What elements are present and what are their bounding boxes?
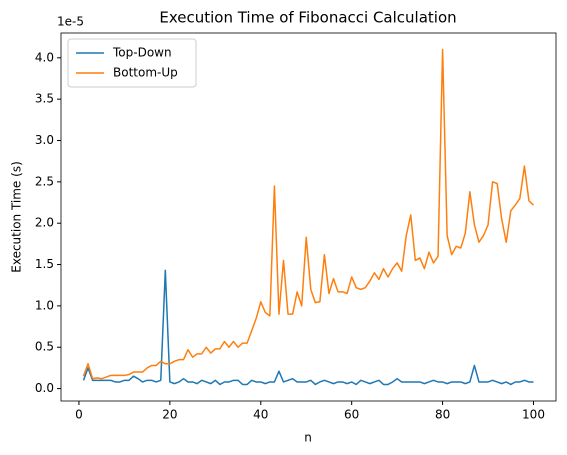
y-tick-label: 0.5 xyxy=(35,340,54,354)
y-tick-label: 2.5 xyxy=(35,174,54,188)
x-tick-label: 20 xyxy=(162,408,177,422)
y-tick-label: 3.0 xyxy=(35,133,54,147)
legend-label: Top-Down xyxy=(112,46,172,60)
x-tick-label: 100 xyxy=(522,408,545,422)
y-tick-label: 4.0 xyxy=(35,50,54,64)
y-tick-label: 1.5 xyxy=(35,257,54,271)
y-offset-label: 1e-5 xyxy=(57,15,84,29)
legend-label: Bottom-Up xyxy=(113,66,178,80)
y-tick-label: 0.0 xyxy=(35,381,54,395)
x-tick-label: 40 xyxy=(253,408,268,422)
y-axis-label: Execution Time (s) xyxy=(10,161,24,273)
x-tick-label: 80 xyxy=(435,408,450,422)
y-tick-label: 3.5 xyxy=(35,92,54,106)
x-tick-label: 60 xyxy=(344,408,359,422)
x-tick-label: 0 xyxy=(75,408,83,422)
line-series xyxy=(82,269,534,386)
y-tick-label: 2.0 xyxy=(35,216,54,230)
legend-box xyxy=(67,38,197,88)
plot-frame xyxy=(60,32,557,402)
line-series xyxy=(82,48,535,380)
chart-title: Execution Time of Fibonacci Calculation xyxy=(159,9,456,27)
y-tick-label: 1.0 xyxy=(35,298,54,312)
x-axis-label: n xyxy=(304,431,312,445)
